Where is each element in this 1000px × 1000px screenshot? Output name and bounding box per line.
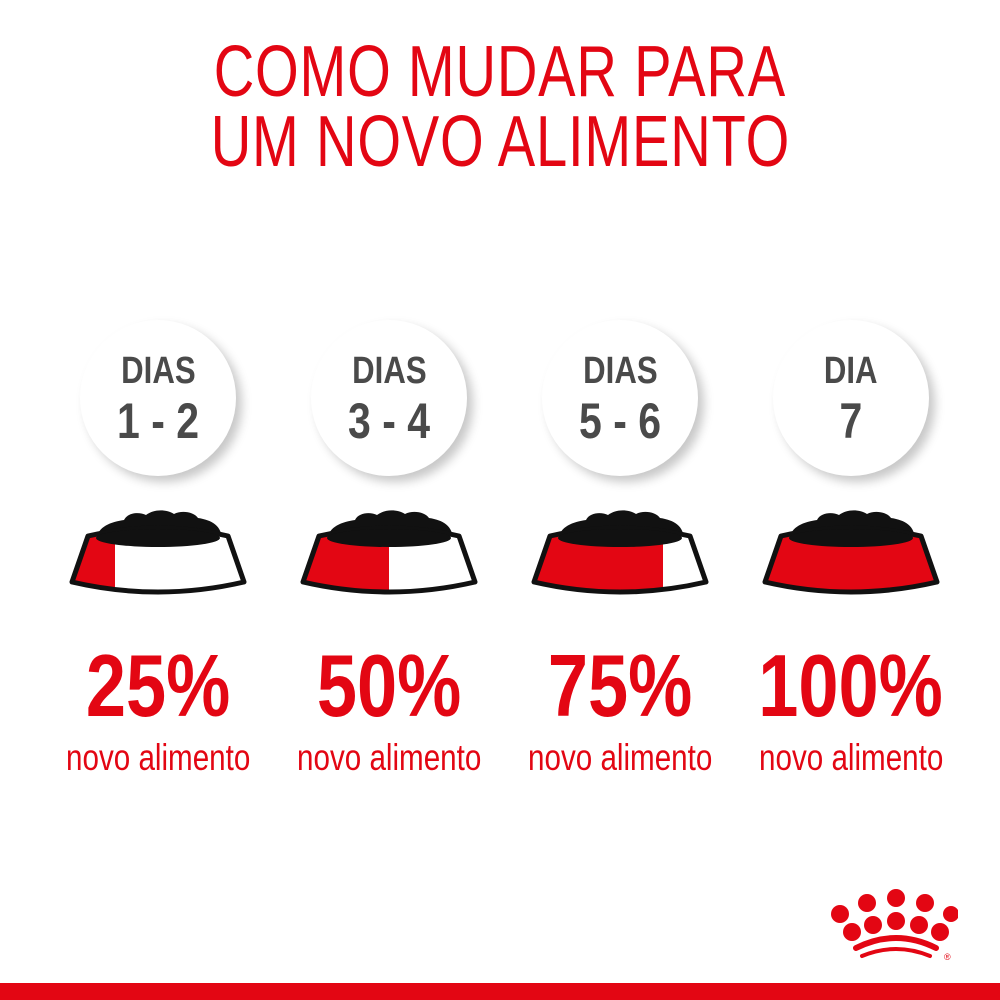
day-range: 5 - 6: [578, 393, 662, 449]
percent-caption: novo alimento: [296, 737, 482, 778]
percent-caption: novo alimento: [527, 737, 713, 778]
day-badge: DIA 7: [773, 320, 929, 476]
percent-value: 75%: [547, 636, 693, 735]
day-label: DIA: [824, 350, 878, 392]
percent-caption: novo alimento: [65, 737, 251, 778]
day-badge: DIAS 5 - 6: [542, 320, 698, 476]
day-range: 1 - 2: [116, 393, 200, 449]
royal-canin-logo: ®: [831, 889, 958, 962]
transition-step: DIAS 1 - 2 25% novo alimento: [42, 320, 274, 800]
percent-value: 25%: [85, 636, 231, 735]
transition-step: DIAS 5 - 6 75% novo alimento: [504, 320, 736, 800]
title-line-2: UM NOVO ALIMENTO: [210, 102, 790, 182]
food-bowl-icon: [69, 510, 247, 595]
transition-step: DIA 7 100% novo alimento: [735, 320, 967, 800]
percent-value: 50%: [316, 636, 462, 735]
bottom-brand-bar: [0, 983, 1000, 1000]
food-bowl-icon: [300, 510, 478, 595]
day-badge: DIAS 1 - 2: [80, 320, 236, 476]
day-label: DIAS: [351, 350, 427, 392]
food-bowl-icon: [762, 510, 940, 595]
day-label: DIAS: [582, 350, 658, 392]
day-badge: DIAS 3 - 4: [311, 320, 467, 476]
transition-step: DIAS 3 - 4 50% novo alimento: [273, 320, 505, 800]
percent-value: 100%: [758, 636, 944, 735]
day-range: 7: [839, 393, 863, 449]
day-label: DIAS: [120, 350, 196, 392]
day-range: 3 - 4: [347, 393, 431, 449]
percent-caption: novo alimento: [758, 737, 944, 778]
title-line-1: COMO MUDAR PARA: [213, 32, 787, 112]
food-bowl-icon: [531, 510, 709, 595]
svg-text:®: ®: [944, 952, 951, 962]
